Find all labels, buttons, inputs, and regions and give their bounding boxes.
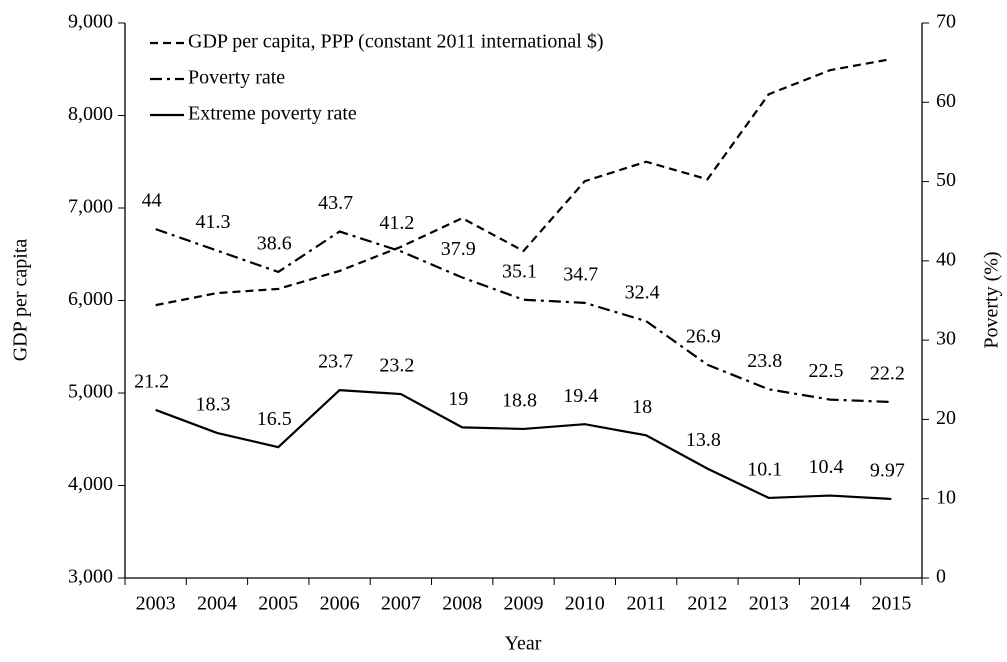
- x-tick-label: 2006: [320, 593, 360, 615]
- y-axis-label: GDP per capita: [10, 239, 32, 362]
- data-label: 21.2: [134, 371, 169, 393]
- x-tick-label: 2004: [197, 593, 237, 615]
- y2-tick-label: 50: [936, 169, 956, 191]
- data-label: 22.2: [870, 363, 905, 385]
- legend-label: GDP per capita, PPP (constant 2011 inter…: [188, 31, 603, 53]
- y2-tick-label: 0: [936, 566, 946, 588]
- x-axis-label: Year: [505, 633, 542, 655]
- y-tick-label: 9,000: [68, 11, 113, 33]
- y-tick-label: 3,000: [68, 566, 113, 588]
- data-label: 23.2: [379, 355, 414, 377]
- x-tick-label: 2005: [258, 593, 298, 615]
- x-tick-label: 2010: [565, 593, 605, 615]
- x-tick-label: 2012: [687, 593, 727, 615]
- data-label: 10.1: [747, 459, 782, 481]
- y-tick-label: 5,000: [68, 381, 113, 403]
- x-tick-label: 2015: [871, 593, 911, 615]
- data-label: 26.9: [686, 325, 721, 347]
- data-label: 34.7: [563, 263, 598, 285]
- y2-tick-label: 20: [936, 407, 956, 429]
- data-label: 35.1: [502, 260, 537, 282]
- data-label: 10.4: [809, 456, 844, 478]
- data-label: 9.97: [870, 460, 905, 482]
- data-label: 16.5: [257, 408, 292, 430]
- x-tick-label: 2009: [504, 593, 544, 615]
- data-label: 38.6: [257, 233, 292, 255]
- data-label: 23.7: [318, 351, 353, 373]
- y-tick-label: 4,000: [68, 473, 113, 495]
- y2-tick-label: 30: [936, 328, 956, 350]
- data-label: 43.7: [318, 192, 353, 214]
- x-tick-label: 2013: [749, 593, 789, 615]
- y2-axis-label: Poverty (%): [981, 251, 1003, 348]
- legend-label: Poverty rate: [188, 67, 285, 89]
- x-tick-label: 2008: [442, 593, 482, 615]
- data-label: 44: [142, 190, 162, 212]
- y-tick-label: 8,000: [68, 103, 113, 125]
- series-line: [155, 57, 892, 307]
- data-label: 32.4: [625, 282, 660, 304]
- y2-tick-label: 40: [936, 248, 956, 270]
- data-label: 18: [632, 396, 652, 418]
- data-label: 18.3: [195, 394, 230, 416]
- y-tick-label: 7,000: [68, 196, 113, 218]
- data-label: 13.8: [686, 429, 721, 451]
- series-line: [155, 388, 892, 501]
- series-line: [155, 228, 892, 404]
- data-label: 41.3: [195, 211, 230, 233]
- data-label: 23.8: [747, 350, 782, 372]
- data-label: 18.8: [502, 390, 537, 412]
- data-label: 22.5: [809, 360, 844, 382]
- x-tick-label: 2011: [626, 593, 665, 615]
- data-label: 19.4: [563, 385, 598, 407]
- x-tick-label: 2014: [810, 593, 850, 615]
- data-label: 37.9: [441, 238, 476, 260]
- data-label: 19: [448, 388, 468, 410]
- y-tick-label: 6,000: [68, 288, 113, 310]
- y2-tick-label: 10: [936, 486, 956, 508]
- y2-tick-label: 70: [936, 11, 956, 33]
- x-tick-label: 2007: [381, 593, 421, 615]
- y2-tick-label: 60: [936, 90, 956, 112]
- legend-label: Extreme poverty rate: [188, 103, 357, 125]
- x-tick-label: 2003: [136, 593, 176, 615]
- data-label: 41.2: [379, 212, 414, 234]
